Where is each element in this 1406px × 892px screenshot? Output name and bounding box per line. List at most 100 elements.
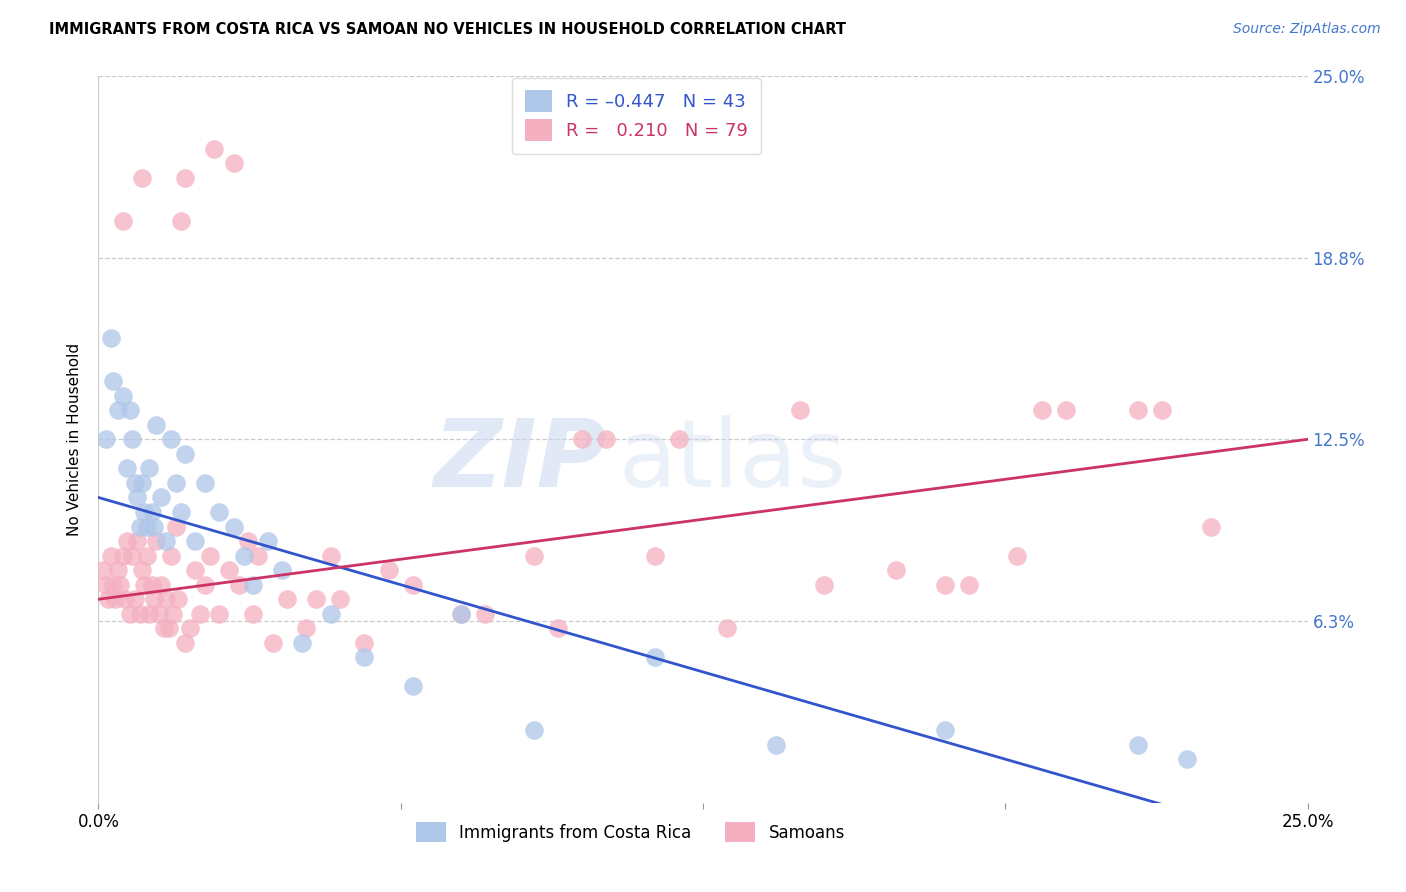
Text: IMMIGRANTS FROM COSTA RICA VS SAMOAN NO VEHICLES IN HOUSEHOLD CORRELATION CHART: IMMIGRANTS FROM COSTA RICA VS SAMOAN NO … <box>49 22 846 37</box>
Point <box>97 592 120 607</box>
Point <box>957 578 980 592</box>
Point <box>134 505 156 519</box>
Point <box>108 578 131 592</box>
Point <box>184 534 207 549</box>
Point <box>127 491 149 505</box>
Point <box>121 432 143 446</box>
Point <box>218 563 240 577</box>
Point <box>169 214 191 228</box>
Point <box>1199 519 1222 533</box>
Point <box>228 578 250 592</box>
Point <box>353 650 375 665</box>
Point <box>377 563 399 577</box>
Point <box>165 475 187 490</box>
Point <box>934 723 956 737</box>
Point <box>208 505 231 519</box>
Point <box>134 578 156 592</box>
Point <box>184 563 207 577</box>
Point <box>571 432 593 446</box>
Point <box>1031 403 1053 417</box>
Point <box>160 432 183 446</box>
Point <box>111 214 134 228</box>
Point <box>1128 403 1150 417</box>
Point <box>271 563 294 577</box>
Point <box>117 534 139 549</box>
Point <box>644 650 666 665</box>
Point <box>174 636 197 650</box>
Point <box>135 519 157 533</box>
Point <box>91 563 114 577</box>
Point <box>101 578 124 592</box>
Point <box>162 607 184 621</box>
Point <box>1128 738 1150 752</box>
Point <box>934 578 956 592</box>
Point <box>124 475 146 490</box>
Point <box>114 592 136 607</box>
Point <box>204 141 226 155</box>
Point <box>353 636 375 650</box>
Point <box>135 549 157 563</box>
Point <box>107 403 129 417</box>
Point <box>595 432 617 446</box>
Point <box>329 592 352 607</box>
Point <box>765 738 787 752</box>
Point <box>148 607 170 621</box>
Point <box>128 607 150 621</box>
Text: ZIP: ZIP <box>433 415 606 508</box>
Point <box>450 607 472 621</box>
Point <box>262 636 284 650</box>
Point <box>179 621 201 635</box>
Point <box>152 621 174 635</box>
Point <box>118 403 141 417</box>
Point <box>138 607 160 621</box>
Point <box>141 505 163 519</box>
Point <box>157 621 180 635</box>
Point <box>124 592 146 607</box>
Point <box>150 578 173 592</box>
Point <box>131 170 153 185</box>
Point <box>319 607 342 621</box>
Point <box>141 578 163 592</box>
Point <box>1152 403 1174 417</box>
Point <box>290 636 312 650</box>
Point <box>523 723 546 737</box>
Point <box>94 432 117 446</box>
Point <box>167 592 190 607</box>
Point <box>402 578 425 592</box>
Point <box>668 432 690 446</box>
Point <box>101 374 124 388</box>
Point <box>160 549 183 563</box>
Point <box>789 403 811 417</box>
Point <box>131 475 153 490</box>
Point <box>238 534 260 549</box>
Point <box>145 534 167 549</box>
Point <box>107 563 129 577</box>
Point <box>295 621 318 635</box>
Point <box>145 417 167 432</box>
Point <box>644 549 666 563</box>
Point <box>1175 752 1198 766</box>
Point <box>111 549 134 563</box>
Text: Source: ZipAtlas.com: Source: ZipAtlas.com <box>1233 22 1381 37</box>
Point <box>188 607 211 621</box>
Point <box>305 592 328 607</box>
Point <box>242 607 264 621</box>
Point <box>1007 549 1029 563</box>
Point <box>222 519 245 533</box>
Y-axis label: No Vehicles in Household: No Vehicles in Household <box>67 343 83 536</box>
Point <box>547 621 569 635</box>
Point <box>111 389 134 403</box>
Point <box>474 607 496 621</box>
Text: atlas: atlas <box>619 415 846 508</box>
Point <box>450 607 472 621</box>
Point <box>232 549 254 563</box>
Point <box>194 578 217 592</box>
Point <box>131 563 153 577</box>
Point <box>127 534 149 549</box>
Point <box>121 549 143 563</box>
Point <box>716 621 738 635</box>
Point <box>138 461 160 475</box>
Point <box>165 519 187 533</box>
Point <box>256 534 278 549</box>
Point <box>523 549 546 563</box>
